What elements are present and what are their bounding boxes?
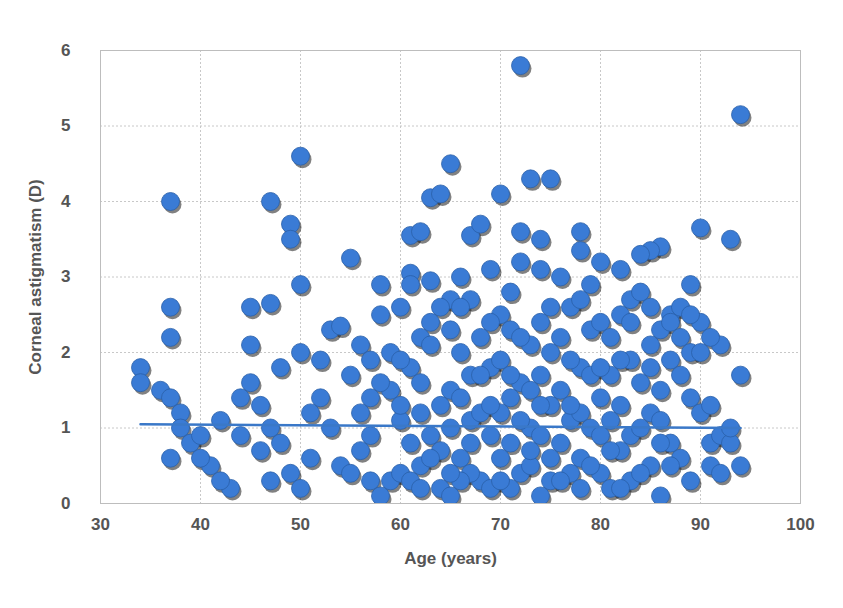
svg-text:80: 80	[591, 515, 610, 534]
svg-text:30: 30	[91, 515, 110, 534]
svg-text:60: 60	[391, 515, 410, 534]
svg-text:100: 100	[786, 515, 814, 534]
svg-text:3: 3	[61, 267, 70, 286]
svg-text:90: 90	[691, 515, 710, 534]
svg-text:6: 6	[61, 41, 70, 60]
svg-text:0: 0	[61, 494, 70, 513]
svg-text:4: 4	[61, 192, 71, 211]
svg-text:2: 2	[61, 343, 70, 362]
svg-text:Age (years): Age (years)	[404, 549, 497, 568]
svg-text:1: 1	[61, 418, 70, 437]
svg-text:40: 40	[191, 515, 210, 534]
svg-text:50: 50	[291, 515, 310, 534]
svg-text:Corneal astigmatism (D): Corneal astigmatism (D)	[26, 179, 45, 375]
svg-text:70: 70	[491, 515, 510, 534]
svg-text:5: 5	[61, 116, 70, 135]
